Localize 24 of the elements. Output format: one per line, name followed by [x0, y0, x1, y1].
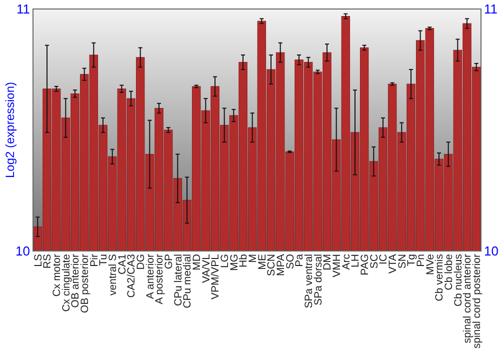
x-tick-label: RS [42, 254, 54, 269]
x-tick-label: CPu medial [182, 254, 194, 308]
x-tick-label: Tg [406, 254, 418, 266]
x-tick-label: LS [32, 254, 44, 267]
x-tick-label: Pa [294, 254, 306, 267]
x-tick-label: SPa dorsal [312, 254, 324, 306]
x-tick-label: CA2/CA3 [126, 254, 138, 298]
x-tick-label: LG [219, 254, 232, 268]
y2-tick-label: 11 [484, 2, 498, 17]
x-tick-label: DM [322, 254, 334, 270]
x-tick-label: GP [163, 254, 176, 270]
y-axis-title: Log2 (expression) [3, 82, 17, 178]
x-tick-label: SCN [266, 254, 278, 276]
x-tick-label: Tu [98, 254, 110, 266]
x-tick-label: IC [378, 254, 390, 264]
y2-tick-label: 10 [484, 244, 498, 259]
x-tick-label: Cx cingulate [60, 254, 72, 312]
x-tick-label: spinal cord anterior [462, 253, 474, 344]
x-tick-label: A posterior [154, 254, 166, 304]
x-tick-label: OB anterior [70, 254, 82, 308]
x-tick-label: LH [350, 254, 362, 268]
x-tick-label: VPM/VPL [210, 254, 222, 300]
x-tick-label: spinal cord posterior [471, 253, 484, 349]
x-tick-label: Hb [238, 254, 250, 268]
